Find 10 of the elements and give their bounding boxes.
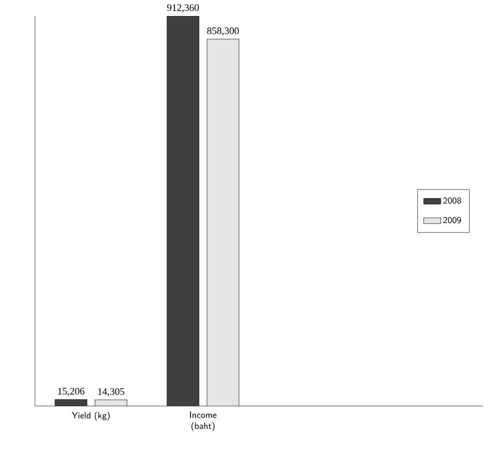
legend-label: 2009 [443,216,462,224]
bar [206,38,240,406]
data-label: 912,360 [167,4,199,12]
data-label: 14,305 [98,388,124,396]
x-tick-label: Yield (kg) [72,412,110,421]
data-label: 858,300 [207,27,239,36]
legend-label: 2008 [443,197,462,204]
bar [166,16,200,406]
data-label: 15,206 [58,388,84,396]
x-tick-label: Income (baht) [190,412,216,432]
